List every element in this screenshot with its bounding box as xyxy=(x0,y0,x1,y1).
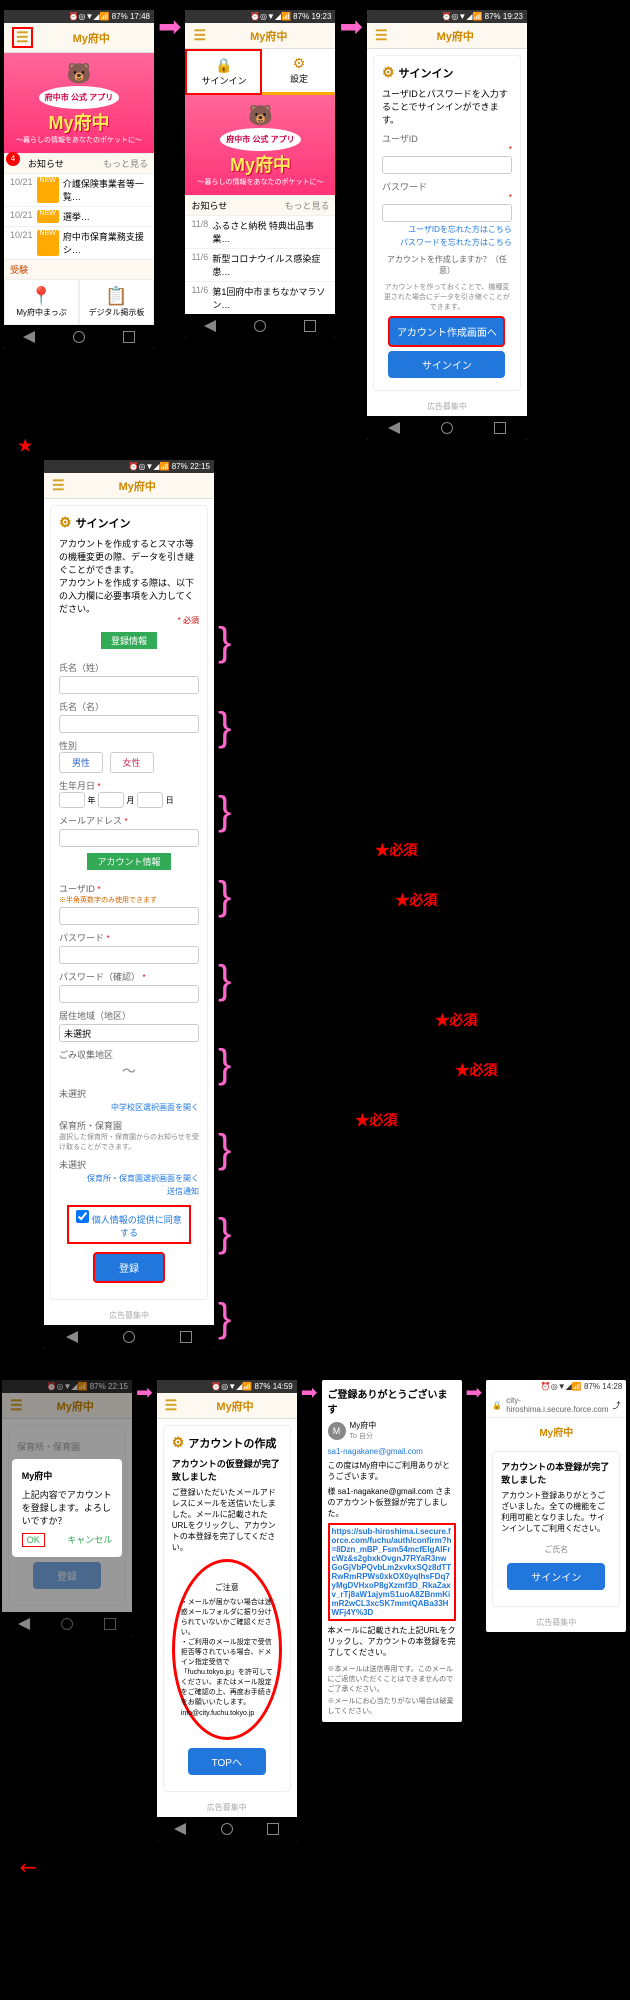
avatar: M xyxy=(328,1422,346,1440)
news-more-link[interactable]: もっと見る xyxy=(284,199,329,212)
menu-icon[interactable]: ⋮ xyxy=(625,1401,627,1410)
dialog-cancel-button[interactable]: キャンセル xyxy=(67,1533,112,1547)
screen-complete: ⏰◎▼◢📶 87% 14:28 🔒 city-hiroshima.i.secur… xyxy=(486,1380,626,1632)
service-board[interactable]: 📋デジタル掲示板 xyxy=(79,279,154,325)
dob-day[interactable] xyxy=(137,792,163,808)
news-item[interactable]: 10/21NEW選挙… xyxy=(4,206,154,226)
email-input[interactable] xyxy=(59,829,199,847)
forgot-uid-link[interactable]: ユーザIDを忘れた方はこちら xyxy=(382,224,512,235)
screen-register-form: ⏰◎▼◢📶 87% 22:15 ☰My府中 ⚙サインイン アカウントを作成すると… xyxy=(44,460,214,1349)
news-item[interactable]: 11/6新型コロナウイルス感染症患… xyxy=(185,248,335,281)
gear-icon: ⚙ xyxy=(264,55,333,72)
screen-menu: ⏰◎▼◢📶 87% 19:23 ☰My府中 🔒サインイン ⚙設定 🐻 府中市 公… xyxy=(185,10,335,338)
tab-settings[interactable]: ⚙設定 xyxy=(262,49,335,95)
push-settings-link[interactable]: 送信通知 xyxy=(59,1186,199,1197)
navbar xyxy=(4,325,154,349)
uid-input[interactable] xyxy=(382,156,512,174)
signin-button[interactable]: サインイン xyxy=(507,1563,605,1590)
firstname-input[interactable] xyxy=(59,715,199,733)
dob-month[interactable] xyxy=(98,792,124,808)
gear-icon: ⚙ xyxy=(59,514,72,531)
email-subject: ご登録ありがとうございます xyxy=(328,1386,456,1416)
screen-confirm-dialog: ⏰◎▼◢📶 87% 22:15 ☰My府中 保育所・保育園 個人情報の提供に同意… xyxy=(2,1380,132,1636)
uid-label: ユーザID xyxy=(382,132,512,145)
confirm-dialog: My府中 上記内容でアカウントを登録します。よろしいですか？ OK キャンセル xyxy=(12,1459,123,1557)
required-label: ★必須 xyxy=(375,840,417,860)
consent-checkbox[interactable] xyxy=(76,1210,89,1223)
school-select-link[interactable]: 中学校区選択画面を開く xyxy=(59,1102,199,1113)
form-title: ⚙サインイン xyxy=(59,514,199,531)
gear-icon: ⚙ xyxy=(382,64,395,81)
dialog-ok-button[interactable]: OK xyxy=(22,1533,45,1547)
news-more-link[interactable]: もっと見る xyxy=(103,157,148,170)
pw-label: パスワード xyxy=(382,180,512,193)
nursery-select-link[interactable]: 保育所・保育園選択画面を開く xyxy=(59,1173,199,1184)
service-map[interactable]: 📍My府中まっぷ xyxy=(4,279,79,325)
signin-button[interactable]: サインイン xyxy=(388,351,505,378)
hamburger-icon[interactable]: ☰ xyxy=(52,477,65,494)
gender-female[interactable]: 女性 xyxy=(110,752,154,773)
share-icon[interactable]: ⤴ xyxy=(613,1400,621,1411)
screen-email: ご登録ありがとうございます M My府中 To 自分 sa1-nagakane@… xyxy=(322,1380,462,1722)
news-header: 4 お知らせ もっと見る xyxy=(4,153,154,173)
lock-icon: 🔒 xyxy=(189,57,258,74)
url-bar[interactable]: city-hiroshima.i.secure.force.com xyxy=(506,1396,608,1414)
section-account: アカウント情報 xyxy=(87,853,170,870)
diagonal-arrow-icon: ↙ xyxy=(14,1853,44,1883)
hero-banner: 🐻 府中市 公式 アプリ My府中 〜暮らしの情報をあなたのポケットに〜 xyxy=(185,95,335,195)
forgot-pw-link[interactable]: パスワードを忘れた方はこちら xyxy=(382,237,512,248)
dob-year[interactable] xyxy=(59,792,85,808)
news-item[interactable]: 11/8ふるさと納税 特典出品事業… xyxy=(185,215,335,248)
screen-home: ⏰◎▼◢📶 87% 17:48 ☰My府中 🐻 府中市 公式 アプリ My府中 … xyxy=(4,10,154,349)
uid-input[interactable] xyxy=(59,907,199,925)
pwc-input[interactable] xyxy=(59,985,199,1003)
pw-input[interactable] xyxy=(59,946,199,964)
star-marker: ★ xyxy=(18,436,32,456)
notice-highlight: ご注意 ・メールが届かない場合は迷惑メールフォルダに振り分けられていないかご確認… xyxy=(172,1559,282,1740)
tab-signin[interactable]: 🔒サインイン xyxy=(185,49,262,95)
news-item[interactable]: 11/6第1回府中市まちなかマラソン… xyxy=(185,281,335,314)
lock-icon: 🔒 xyxy=(492,1401,502,1410)
appbar: ☰My府中 xyxy=(4,23,154,53)
area-select[interactable] xyxy=(59,1024,199,1042)
nav-home[interactable] xyxy=(73,331,85,343)
confirm-url-link[interactable]: https://sub-hiroshima.i.secure.force.com… xyxy=(328,1523,456,1621)
hero-banner: 🐻 府中市 公式 アプリ My府中 〜暮らしの情報をあなたのポケットに〜 xyxy=(4,53,154,153)
top-button[interactable]: TOPへ xyxy=(188,1748,266,1775)
signin-title: ⚙サインイン xyxy=(382,64,512,81)
news-badge: 4 xyxy=(6,152,20,166)
screen-temp-registered: ⏰◎▼◢📶 87% 14:59 ☰My府中 ⚙アカウントの作成 アカウントの仮登… xyxy=(157,1380,297,1841)
news-item[interactable]: 10/21NEW府中市保育業務支援シ… xyxy=(4,226,154,259)
lastname-input[interactable] xyxy=(59,676,199,694)
nav-recent[interactable] xyxy=(123,331,135,343)
hamburger-icon[interactable]: ☰ xyxy=(375,27,388,44)
statusbar: ⏰◎▼◢📶 87% 17:48 xyxy=(4,10,154,23)
hamburger-icon[interactable]: ☰ xyxy=(193,27,206,44)
hamburger-icon[interactable]: ☰ xyxy=(12,27,33,48)
gender-male[interactable]: 男性 xyxy=(59,752,103,773)
app-title: My府中 xyxy=(37,30,146,46)
section-registration: 登録情報 xyxy=(101,632,157,649)
consent-row: 個人情報の提供に同意する xyxy=(67,1205,191,1244)
create-account-button[interactable]: アカウント作成画面へ xyxy=(388,316,505,347)
screen-signin: ⏰◎▼◢📶 87% 19:23 ☰My府中 ⚙サインイン ユーザIDとパスワード… xyxy=(367,10,527,440)
news-item[interactable]: 10/21NEW介護保険事業者等一覧… xyxy=(4,173,154,206)
arrow-icon: ➡ xyxy=(339,10,362,43)
arrow-icon: ➡ xyxy=(158,10,181,43)
nav-back[interactable] xyxy=(23,331,35,343)
pw-input[interactable] xyxy=(382,204,512,222)
register-button[interactable]: 登録 xyxy=(93,1252,165,1283)
brace-icon: } xyxy=(218,626,231,658)
